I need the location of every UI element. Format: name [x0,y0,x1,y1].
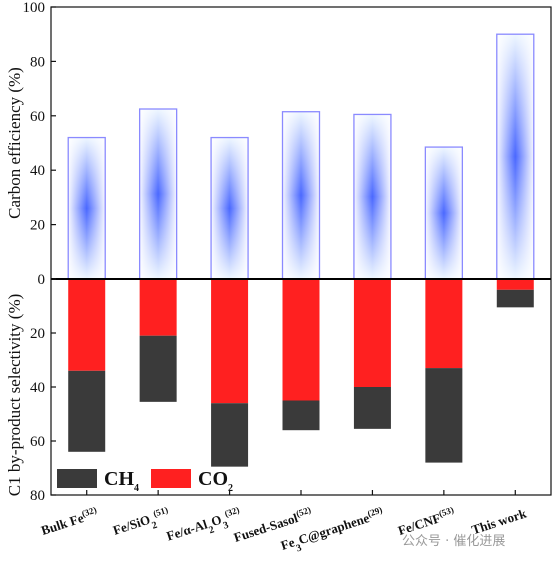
ch4-bar [353,387,391,429]
lower-y-tick-label: 60 [30,434,45,450]
efficiency-bar-glow [68,137,106,279]
upper-y-axis-title: Carbon efficiency (%) [5,67,24,219]
x-tick-label: Bulk Fe(32) [39,505,100,538]
efficiency-bar [424,146,464,280]
co2-bar [68,279,106,371]
efficiency-bar [281,111,321,280]
upper-y-tick-label: 20 [30,218,45,234]
efficiency-bar-glow [353,114,391,279]
ch4-bar [282,400,320,431]
efficiency-bar [67,136,106,280]
lower-y-tick-label: 20 [30,326,45,342]
x-tick-label: Fe/SiO2(51) [111,505,173,543]
efficiency-bar [210,136,249,280]
upper-y-tick-label: 80 [30,54,45,70]
ch4-bar [139,335,177,402]
ch4-bar [425,368,463,463]
co2-bar [139,279,177,336]
efficiency-bar-glow [282,111,320,279]
plot-area [67,33,535,467]
co2-bar [282,279,320,401]
co2-bar [425,279,463,369]
legend-swatch [151,469,191,488]
efficiency-bar [353,113,392,280]
efficiency-bar-glow [211,137,249,279]
efficiency-bar-glow [425,147,463,279]
lower-y-tick-label: 40 [30,380,45,396]
co2-bar [496,279,534,290]
lower-y-axis-title: C1 by-product selectivity (%) [5,294,24,497]
upper-y-tick-label: 40 [30,163,45,179]
lower-y-tick-label: 80 [30,488,45,504]
co2-bar [353,279,391,387]
ch4-bar [68,370,106,452]
efficiency-bar [496,33,535,280]
upper-y-tick-label: 60 [30,109,45,125]
legend-label: CH4 [104,468,139,494]
efficiency-bar-glow [496,34,534,280]
legend-label: CO2 [198,468,233,494]
upper-y-tick-label: 100 [23,0,46,16]
axes: 20 40 60 80 100 0 20 40 60 80 [23,0,552,504]
x-tick-label: Fe/α-Al2O3(32) [164,505,244,549]
watermark-text: 公众号 · 催化进展 [402,534,506,549]
ch4-bar [496,289,534,308]
co2-bar [211,279,249,404]
legend: CH4 CO2 [57,468,233,494]
zero-tick-label: 0 [38,272,46,288]
efficiency-bar-glow [139,109,177,279]
legend-swatch [57,469,97,488]
efficiency-bar [138,108,178,280]
ch4-bar [211,403,249,467]
